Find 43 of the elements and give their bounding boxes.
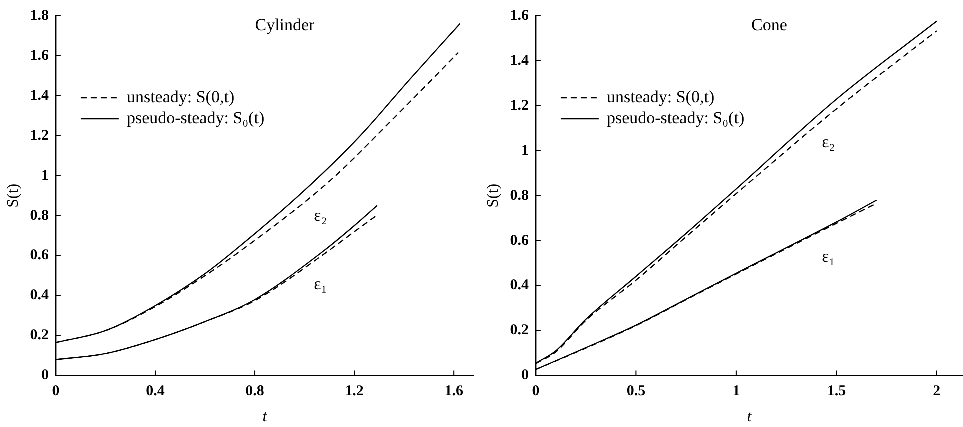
annotation: ε₂	[314, 206, 328, 225]
y-tick-label: 1.2	[510, 98, 529, 114]
x-tick-label: 2	[933, 384, 941, 400]
annotation: ε₁	[314, 274, 328, 294]
x-tick-label: 1.5	[827, 384, 846, 400]
annotation: ε₂	[822, 132, 836, 152]
y-tick-label: 1.6	[510, 8, 530, 24]
y-tick-label: 0	[41, 368, 49, 384]
y-axis-title: S(t)	[484, 184, 502, 208]
y-tick-label: 1	[41, 168, 49, 184]
y-tick-label: 0	[521, 368, 529, 384]
x-tick-label: 0.4	[146, 384, 166, 400]
chart-title: Cone	[752, 15, 788, 34]
legend-label: pseudo-steady: S₀(t)	[126, 108, 265, 128]
y-tick-label: 1	[521, 142, 529, 159]
annotation: ε₁	[822, 247, 836, 266]
y-tick-label: 0.2	[510, 322, 529, 339]
x-axis-title: t	[262, 408, 268, 426]
y-axis-title: S(t)	[4, 184, 22, 208]
x-tick-label: 0.8	[246, 384, 264, 400]
chart-title: Cylinder	[255, 15, 316, 34]
y-tick-label: 0.8	[510, 188, 529, 204]
y-tick-label: 1.4	[30, 88, 50, 104]
x-tick-label: 0	[52, 384, 60, 400]
y-tick-label: 0.8	[30, 208, 49, 224]
x-tick-label: 1	[732, 384, 740, 400]
y-tick-label: 0.6	[30, 248, 50, 264]
x-tick-label: 0.5	[626, 384, 646, 400]
x-tick-label: 1.6	[444, 384, 464, 400]
x-tick-label: 1.2	[345, 384, 364, 400]
y-tick-label: 1.8	[30, 8, 49, 24]
y-tick-label: 0.2	[30, 328, 49, 344]
legend-label: pseudo-steady: S₀(t)	[606, 108, 745, 128]
legend-label: unsteady: S(0,t)	[606, 87, 715, 106]
x-tick-label: 0	[532, 384, 540, 400]
y-tick-label: 0.6	[510, 232, 530, 249]
y-tick-label: 0.4	[510, 278, 530, 294]
y-tick-label: 0.4	[30, 288, 50, 304]
y-tick-label: 1.4	[510, 52, 530, 69]
y-tick-label: 1.2	[30, 128, 49, 144]
y-tick-label: 1.6	[30, 48, 50, 64]
legend-label: unsteady: S(0,t)	[126, 87, 235, 106]
x-axis-title: t	[747, 408, 752, 426]
